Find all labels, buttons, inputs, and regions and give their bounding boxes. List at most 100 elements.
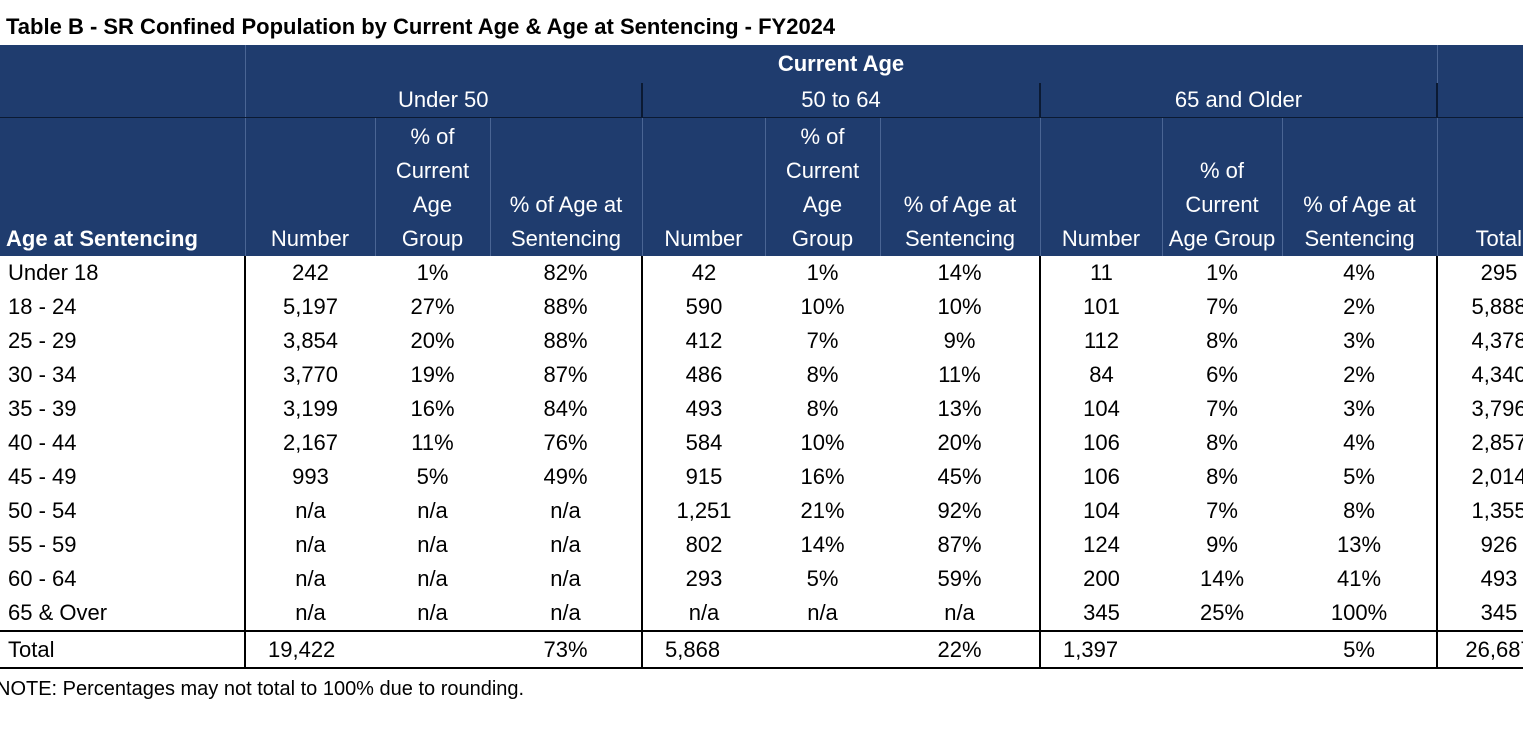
table-cell: n/a <box>244 528 375 562</box>
header-cell <box>0 45 245 83</box>
table-cell: 8% <box>1343 498 1375 523</box>
table-cell: 1,397 <box>1039 630 1162 669</box>
row-label: 40 - 44 <box>8 430 77 455</box>
table-cell: 200 <box>1039 562 1162 596</box>
row-label: 50 - 54 <box>8 498 77 523</box>
table-cell: 14% <box>1199 566 1245 591</box>
table-cell: 1% <box>416 260 449 285</box>
column-header: % of Age at Sentencing <box>1281 117 1438 256</box>
table-cell: 19,422 <box>244 630 375 669</box>
table-cell: 4,340 <box>1436 358 1523 392</box>
column-header: % of Age at Sentencing <box>489 117 642 256</box>
group-header: Under 50 <box>244 83 642 118</box>
table-row: 35 - 39 3,199 16% 84% 493 8% 13% 104 7% 3% 3,796 <box>0 392 1523 426</box>
table-cell: 104 <box>1039 392 1162 426</box>
table-row: 50 - 54 n/a n/a n/a 1,251 21% 92% 104 7% 8% 1,355 <box>0 494 1523 528</box>
table-cell: 10% <box>800 430 845 455</box>
column-header: Number <box>641 117 765 256</box>
row-label: 45 - 49 <box>8 464 77 489</box>
table-row: Under 18 242 1% 82% 42 1% 14% 11 1% 4% 295 <box>0 256 1523 290</box>
table-cell: 3% <box>1343 328 1375 353</box>
table-cell: 73% <box>490 630 642 669</box>
table-cell: 49% <box>543 464 588 489</box>
table-cell: 9% <box>943 328 976 353</box>
table-cell: 3,854 <box>244 324 375 358</box>
table-cell: 584 <box>641 426 765 460</box>
table-cell: 926 <box>1436 528 1523 562</box>
row-label: 60 - 64 <box>8 566 77 591</box>
header-row: Current Age <box>0 45 1523 83</box>
table-row: 40 - 44 2,167 11% 76% 584 10% 20% 106 8% 4% 2,857 <box>0 426 1523 460</box>
table-cell: n/a <box>417 532 448 557</box>
table-cell: 7% <box>1206 396 1238 421</box>
table-cell: n/a <box>641 596 765 631</box>
table-cell: 88% <box>543 328 588 353</box>
table-cell: 88% <box>543 294 588 319</box>
table-cell: n/a <box>417 600 448 625</box>
table-cell: 16% <box>800 464 845 489</box>
group-header: 50 to 64 <box>641 83 1040 118</box>
table-cell: 11% <box>411 430 454 455</box>
table-cell: 41% <box>1336 566 1382 591</box>
table-cell: 915 <box>641 460 765 494</box>
table-cell: 493 <box>641 392 765 426</box>
table-cell: 87% <box>937 532 982 557</box>
table-cell: 14% <box>800 532 845 557</box>
table-cell: 2% <box>1343 294 1375 319</box>
table-cell: 3% <box>1343 396 1375 421</box>
table-cell: 2% <box>1343 362 1375 387</box>
table-cell: 106 <box>1039 426 1162 460</box>
table-cell: 82% <box>543 260 588 285</box>
table-cell: 124 <box>1039 528 1162 562</box>
table-cell: 92% <box>937 498 982 523</box>
column-header: % of Current Age Group <box>1161 117 1282 256</box>
table-cell: n/a <box>807 600 838 625</box>
super-header: Current Age <box>244 45 1438 83</box>
table-cell: 11% <box>938 362 981 387</box>
row-label: 65 & Over <box>8 600 108 625</box>
table-cell: 8% <box>1206 328 1238 353</box>
table-cell: 45% <box>937 464 982 489</box>
table-cell: 20% <box>937 430 982 455</box>
table-cell: 802 <box>641 528 765 562</box>
column-header: % of Current Age Group <box>374 117 490 256</box>
header-row: Age at Sentencing Number % of Current Age … <box>0 117 1523 256</box>
data-table: Current Age Under 50 50 to 64 65 and Older A… <box>0 45 1523 669</box>
table-cell: 22% <box>880 630 1040 669</box>
table-cell: 295 <box>1436 256 1523 290</box>
table-cell: 13% <box>937 396 982 421</box>
table-header: Current Age Under 50 50 to 64 65 and Older A… <box>0 45 1523 256</box>
header-cell <box>1436 83 1523 118</box>
table-cell: 13% <box>1336 532 1382 557</box>
table-cell: 412 <box>641 324 765 358</box>
table-row: 18 - 24 5,197 27% 88% 590 10% 10% 101 7% 2% 5,888 <box>0 290 1523 324</box>
table-cell: 7% <box>1206 294 1238 319</box>
table-cell: n/a <box>417 566 448 591</box>
column-header: Age at Sentencing <box>0 117 245 256</box>
row-label: 30 - 34 <box>8 362 77 387</box>
table-cell: n/a <box>244 562 375 596</box>
table-row: 30 - 34 3,770 19% 87% 486 8% 11% 84 6% 2% 4,340 <box>0 358 1523 392</box>
table-wrap: Current Age Under 50 50 to 64 65 and Older A… <box>0 45 1523 669</box>
table-cell: 2,014 <box>1436 460 1523 494</box>
table-cell: 8% <box>806 362 839 387</box>
table-cell: 84 <box>1039 358 1162 392</box>
table-cell: 101 <box>1039 290 1162 324</box>
table-cell: 21% <box>800 498 845 523</box>
table-cell: 590 <box>641 290 765 324</box>
table-cell: n/a <box>550 566 581 591</box>
table-cell: 8% <box>806 396 839 421</box>
table-cell: 5,197 <box>244 290 375 324</box>
table-cell: 59% <box>937 566 982 591</box>
table-cell: 8% <box>1206 464 1238 489</box>
table-cell: 19% <box>410 362 455 387</box>
table-cell: n/a <box>417 498 448 523</box>
table-cell: 993 <box>244 460 375 494</box>
row-label: Total <box>0 630 245 669</box>
table-cell: 3,199 <box>244 392 375 426</box>
table-cell: 6% <box>1206 362 1238 387</box>
table-cell <box>1162 630 1282 669</box>
table-cell: 3,796 <box>1436 392 1523 426</box>
